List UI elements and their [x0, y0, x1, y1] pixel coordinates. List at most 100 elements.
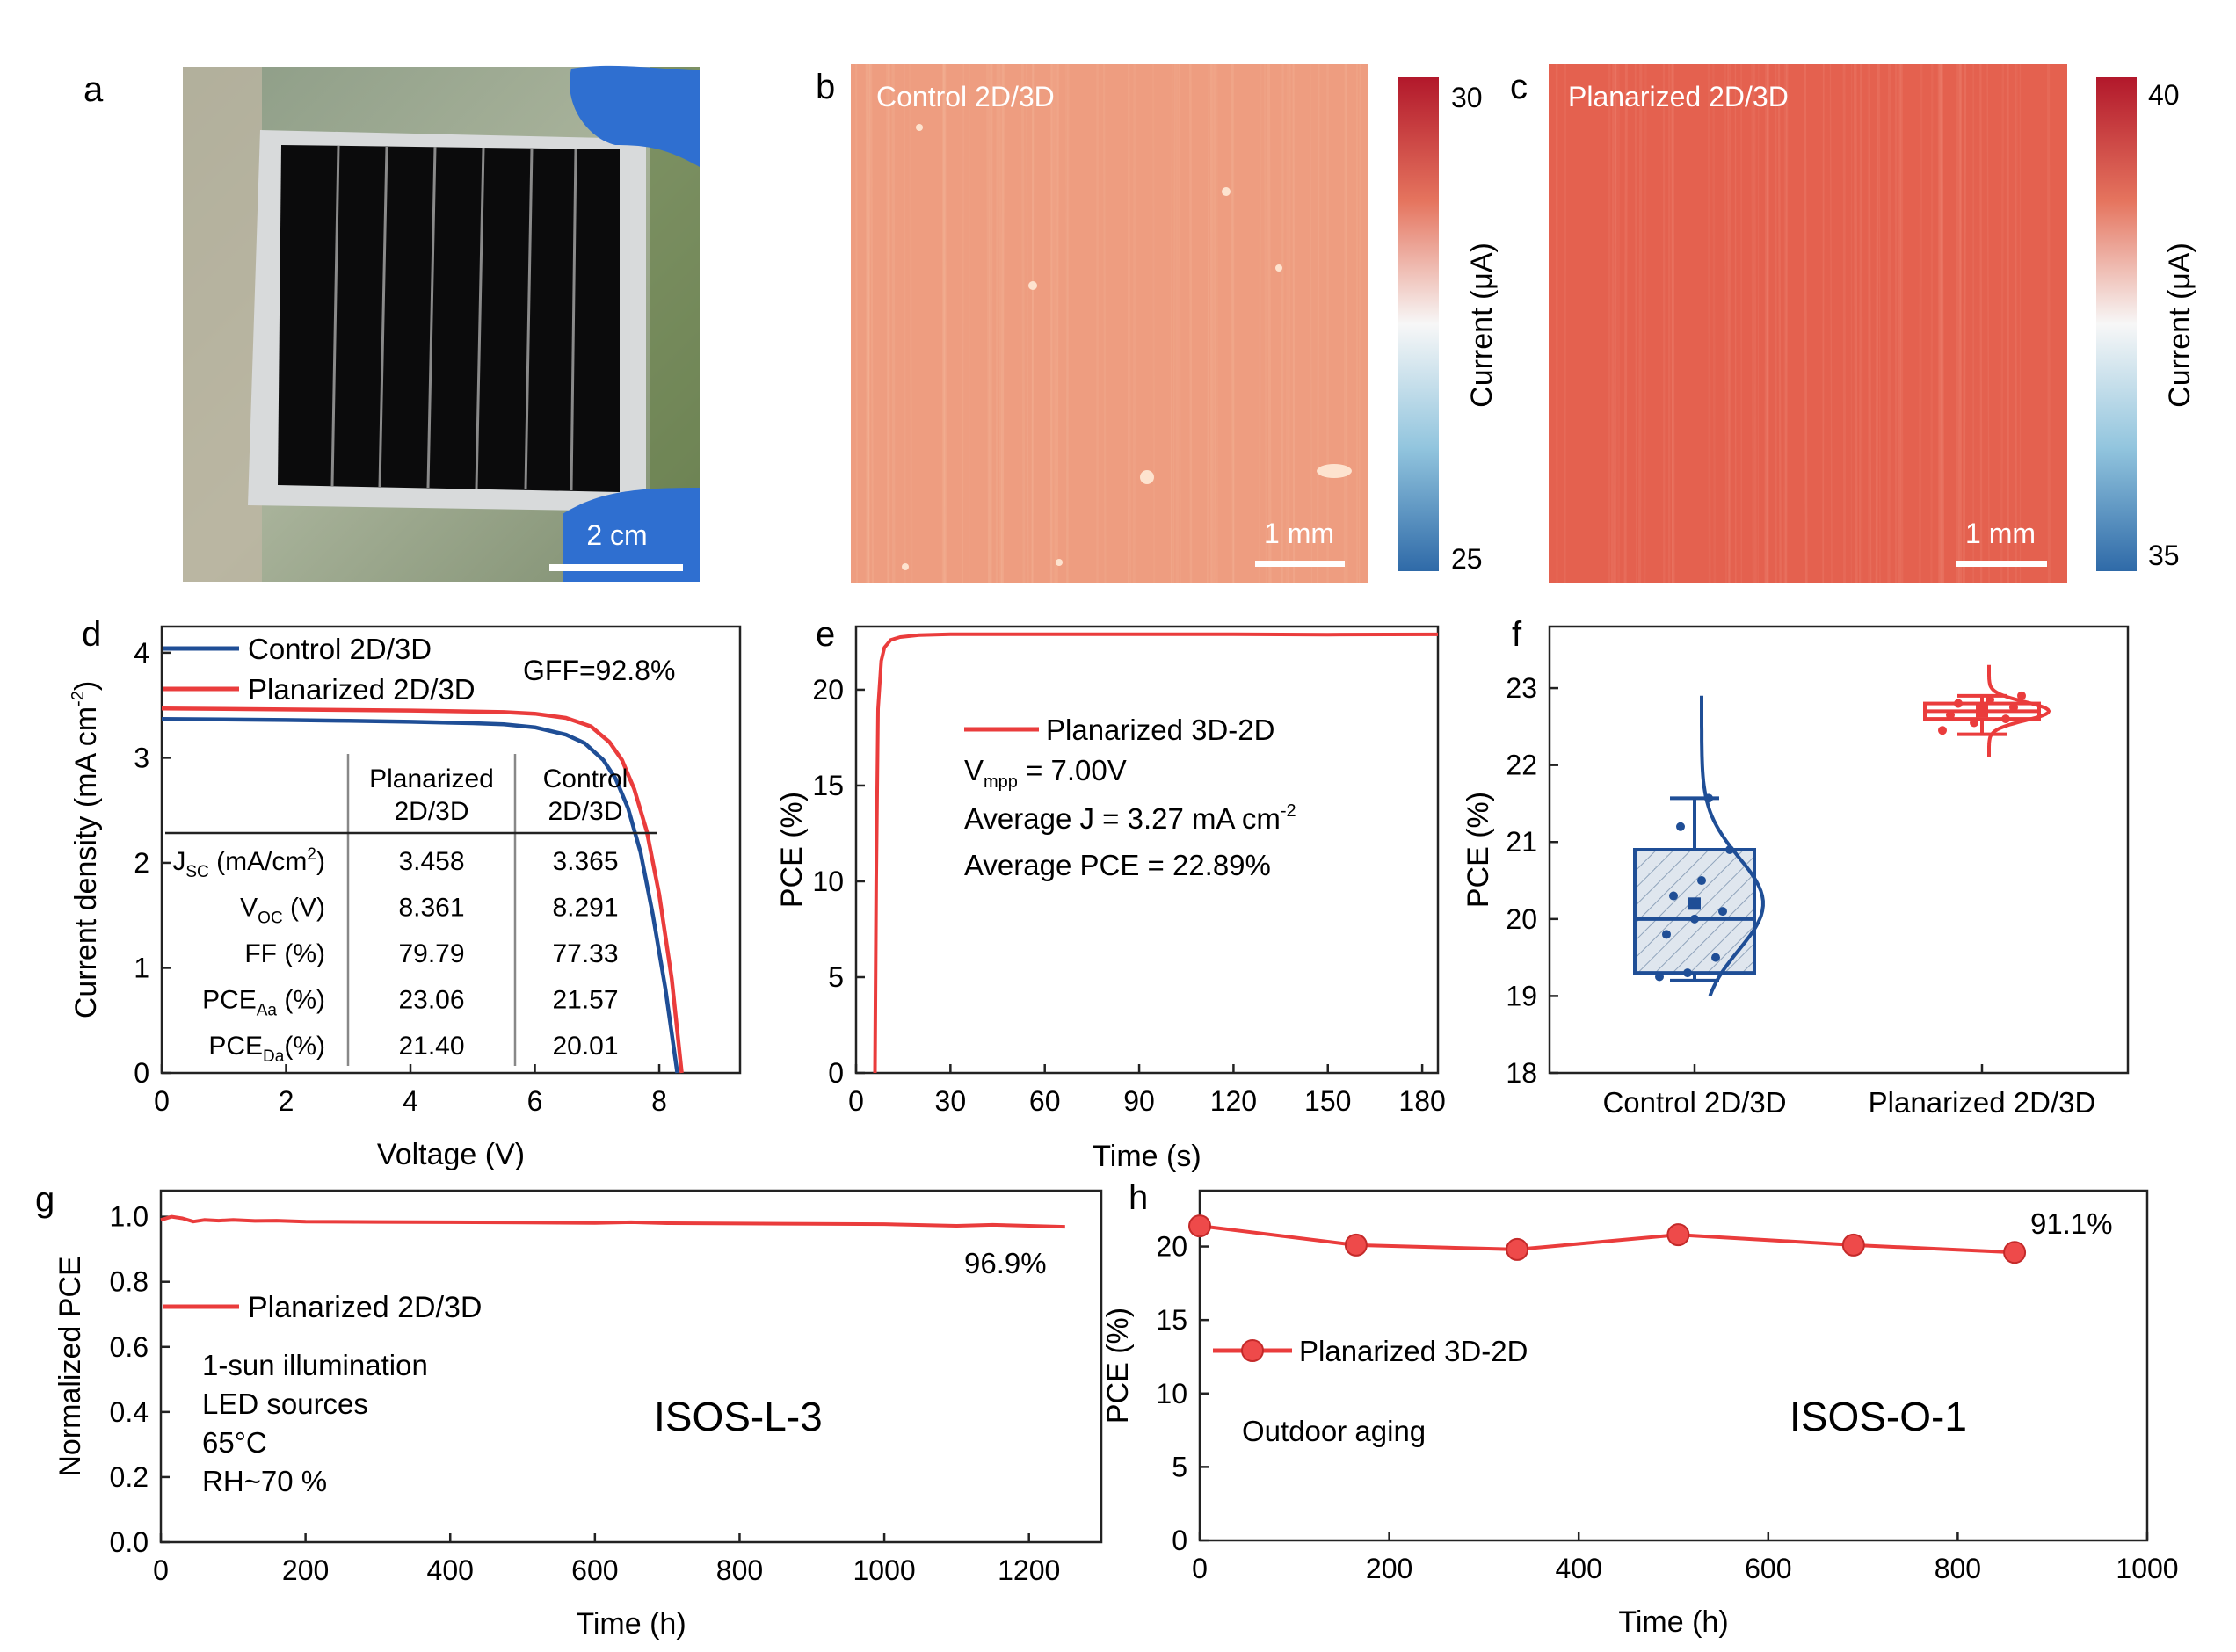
legend-marker-h	[1241, 1339, 1264, 1362]
plot-frame-d	[160, 625, 742, 1075]
category-label: Planarized 2D/3D	[1869, 1086, 2096, 1119]
x-tick-label: 30	[935, 1085, 967, 1117]
table-header-planarized-1: Planarized	[369, 764, 494, 793]
panel-a: a 2 cm	[83, 65, 700, 582]
map-streak	[1263, 63, 1268, 583]
map-streak	[909, 63, 913, 583]
y-tick-label: 0.0	[110, 1526, 149, 1558]
data-point	[1669, 891, 1678, 901]
map-streak	[855, 63, 858, 583]
map-streak	[867, 63, 870, 583]
map-streak	[1213, 63, 1217, 583]
panel-g: g 0 200 400 600 800 1000 1200 0.0 0.2 0.4 0.6 0.8 1.…	[35, 1180, 1103, 1641]
x-tick-label: 2	[279, 1085, 294, 1117]
map-streak	[1829, 63, 1833, 583]
data-point	[1655, 972, 1664, 982]
stability-line-h	[1199, 1224, 2015, 1255]
map-streak	[1822, 63, 1825, 583]
data-point	[1697, 876, 1706, 886]
map-title-control: Control 2D/3D	[876, 81, 1055, 112]
y-axis-label: PCE (%)	[1101, 1308, 1135, 1424]
panel-letter-f: f	[1512, 615, 1522, 654]
note-humidity: RH~70 %	[202, 1465, 327, 1497]
map-streak	[1310, 63, 1313, 583]
map-streak	[1764, 63, 1768, 583]
table-cell: 77.33	[552, 939, 618, 968]
map-streak	[1281, 63, 1284, 583]
map-streak	[962, 63, 964, 583]
legend-label-control: Control 2D/3D	[248, 633, 432, 665]
plot-frame-f	[1548, 625, 2130, 1075]
map-streak	[868, 63, 871, 583]
data-point	[1690, 914, 1699, 924]
map-streak	[1930, 63, 1934, 583]
y-tick-label: 0.8	[110, 1266, 149, 1298]
map-streak	[1285, 63, 1290, 583]
x-tick-label: 150	[1304, 1085, 1351, 1117]
plot-frame-e	[854, 625, 1440, 1075]
end-value-g: 96.9%	[964, 1247, 1047, 1279]
note-outdoor: Outdoor aging	[1242, 1415, 1426, 1447]
x-tick-label: 120	[1210, 1085, 1257, 1117]
map-streak	[995, 63, 998, 583]
map-streak	[1000, 63, 1005, 583]
data-point	[1938, 726, 1947, 735]
map-streak	[1613, 63, 1617, 583]
y-axis-label: Normalized PCE	[54, 1256, 87, 1476]
box-mean	[1688, 897, 1701, 910]
y-tick-label: 5	[828, 961, 844, 993]
table-row-label: FF (%)	[244, 939, 325, 968]
x-tick-label: 180	[1398, 1085, 1445, 1117]
map-streak	[1979, 63, 1983, 583]
map-streak	[1804, 63, 1808, 583]
map-streak	[891, 63, 896, 583]
distribution-curve	[1987, 664, 2051, 757]
map-streak	[1707, 63, 1711, 583]
map-streak	[1939, 63, 1942, 583]
x-axis-label: Voltage (V)	[377, 1138, 525, 1171]
map-streak	[1898, 63, 1902, 583]
colorbar-planarized	[2096, 77, 2137, 571]
series-g	[160, 1214, 1065, 1229]
axes-h: 0 200 400 600 800 1000 0 5 10 15 20 Time (h) PCE (%)	[1101, 1231, 2179, 1639]
map-streak	[1712, 63, 1717, 583]
y-tick-label: 20	[1506, 903, 1537, 935]
map-streak	[1288, 63, 1291, 583]
map-streak	[1875, 63, 1879, 583]
table-row-label: PCEDa(%)	[208, 1032, 325, 1066]
panel-h: h 0 200 400 600 800 1000 0 5 10 15 20 Time (h) PCE (…	[1101, 1178, 2179, 1639]
map-streak	[1959, 63, 1963, 583]
map-streak	[865, 63, 869, 583]
x-tick-label: 4	[403, 1085, 418, 1117]
table-header-planarized-2: 2D/3D	[394, 797, 468, 826]
category-label: Control 2D/3D	[1602, 1086, 1786, 1119]
series-f: Control 2D/3D Planarized 2D/3D	[1602, 664, 2096, 1119]
map-streak	[1637, 63, 1643, 583]
protocol-label-g: ISOS-L-3	[654, 1394, 823, 1439]
box-iqr	[1633, 848, 1756, 975]
x-tick-label: 1200	[998, 1554, 1060, 1586]
map-streak	[865, 63, 868, 583]
map-streak	[1343, 63, 1347, 583]
map-streak	[1211, 63, 1215, 583]
panel-letter-c: c	[1510, 68, 1528, 106]
map-streak	[943, 63, 946, 583]
map-streak	[1753, 63, 1757, 583]
data-point	[1970, 718, 1978, 728]
map-streak	[1615, 63, 1617, 583]
glove-bottom	[563, 488, 700, 582]
map-streak	[1610, 63, 1615, 583]
y-tick-label: 15	[812, 770, 844, 801]
y-tick-label: 0.2	[110, 1461, 149, 1493]
end-value-h: 91.1%	[2030, 1207, 2113, 1240]
table-cell: 23.06	[398, 986, 464, 1015]
map-streak	[1020, 63, 1026, 583]
y-tick-label: 19	[1506, 980, 1537, 1011]
map-streak	[988, 63, 992, 583]
data-point	[1683, 968, 1692, 978]
y-tick-label: 20	[812, 674, 844, 706]
table-cell: 3.458	[398, 847, 464, 876]
map-streak	[2015, 63, 2017, 583]
note-illumination: 1-sun illumination	[202, 1349, 428, 1381]
map-streak	[1724, 63, 1727, 583]
